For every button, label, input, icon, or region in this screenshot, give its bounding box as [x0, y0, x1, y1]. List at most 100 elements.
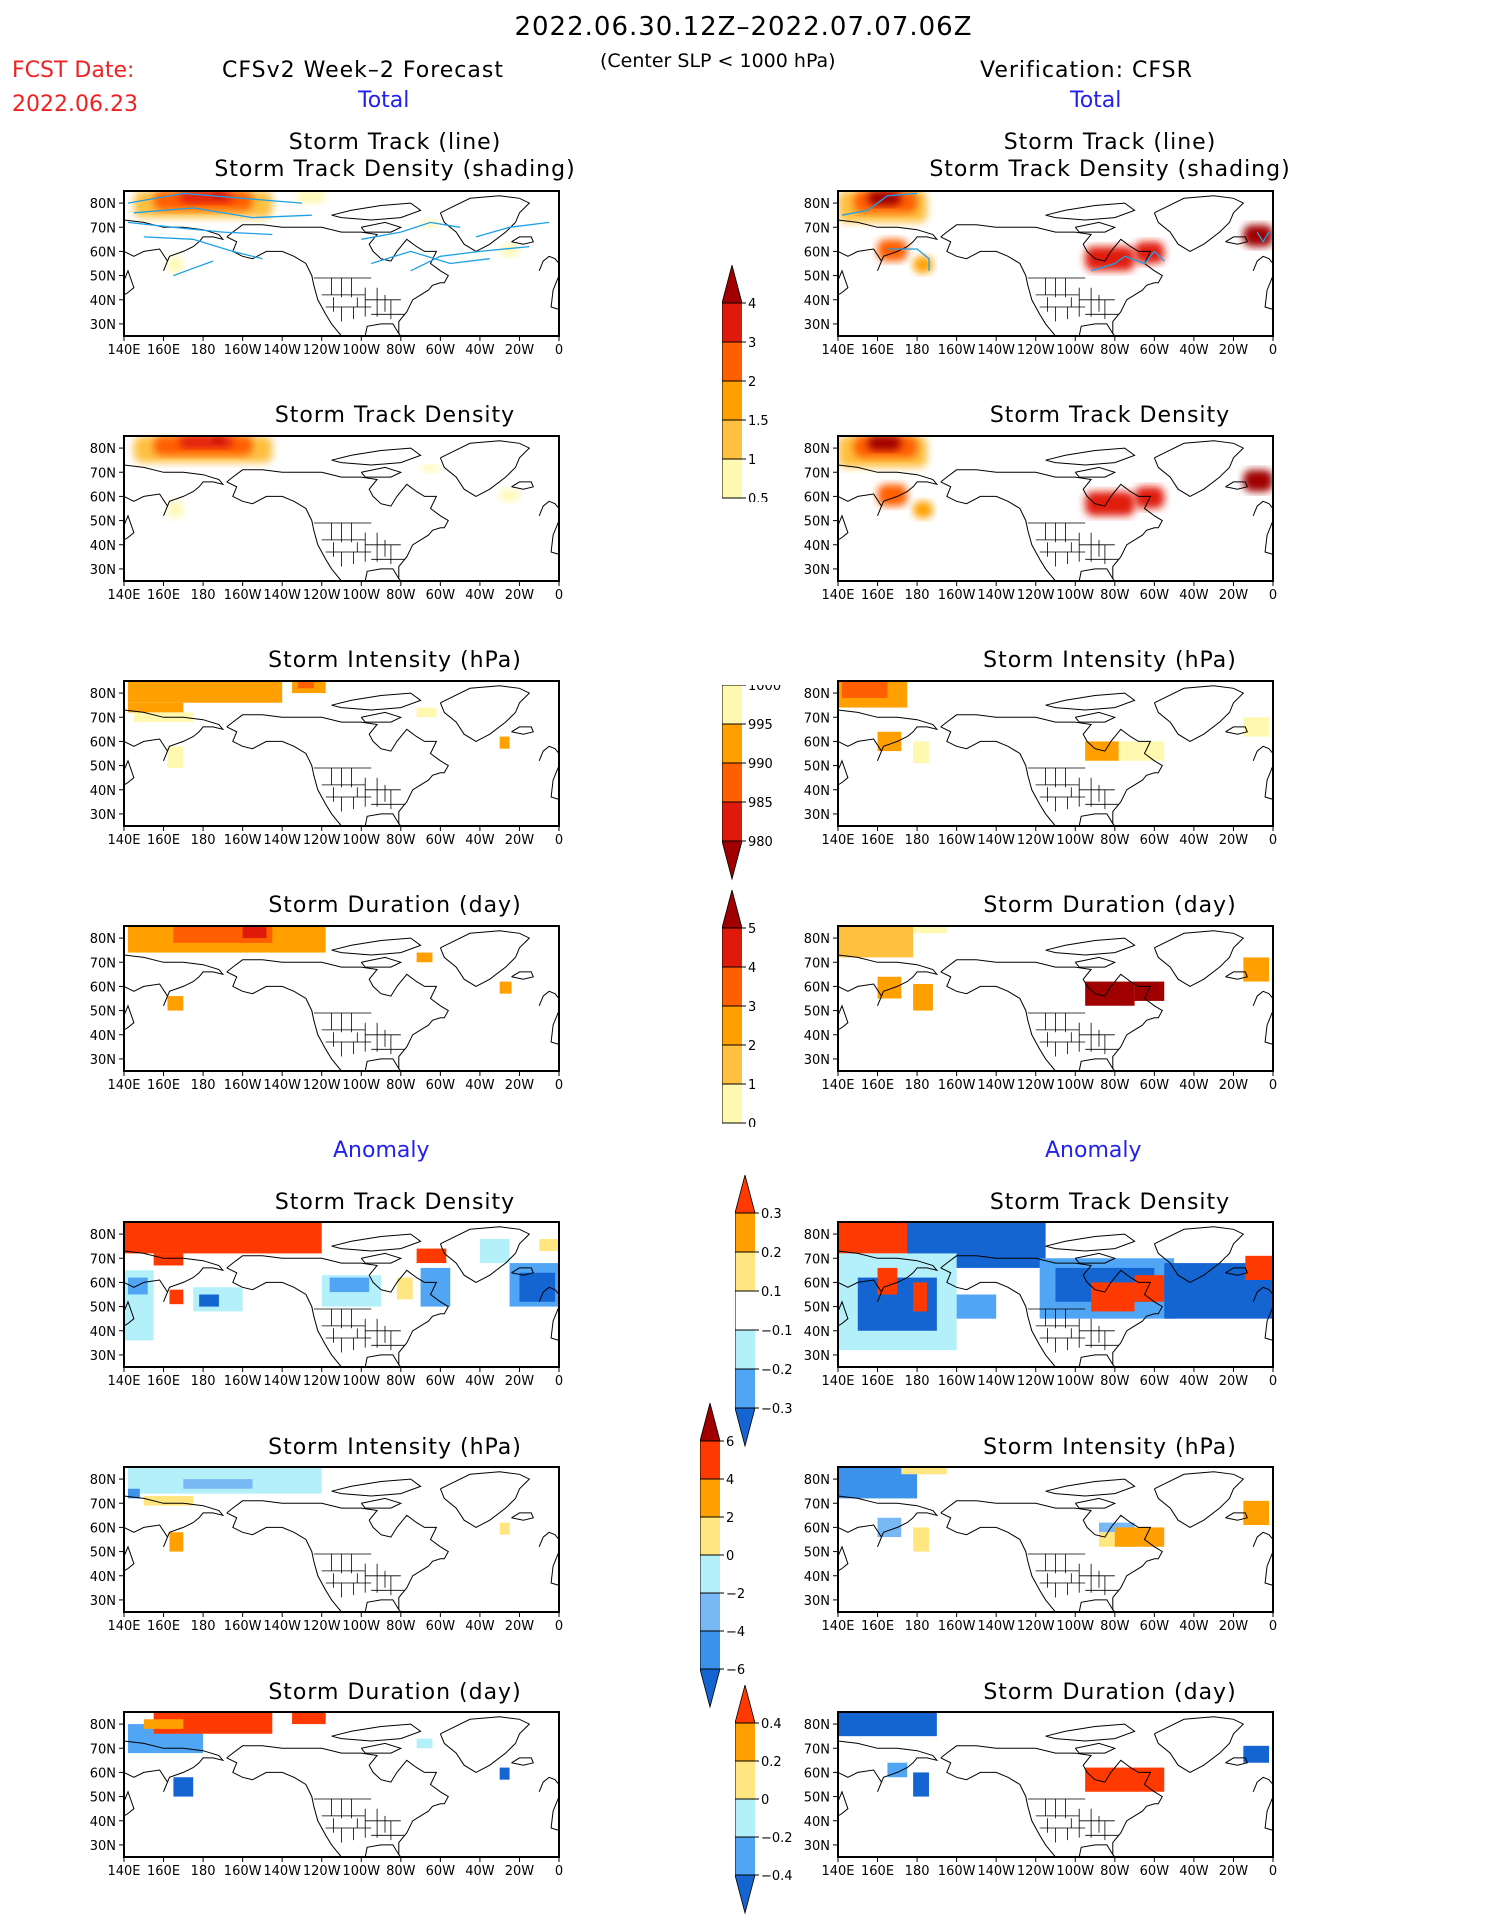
coastline	[123, 1300, 135, 1327]
lon-tick-label: 120W	[1017, 1374, 1055, 1389]
lon-tick-label: 0	[1269, 343, 1277, 358]
lat-tick-label: 30N	[90, 808, 116, 823]
lon-tick-label: 60W	[426, 1078, 456, 1093]
lon-tick-label: 140E	[107, 1078, 140, 1093]
coastline	[940, 1757, 1056, 1858]
coastline	[439, 1226, 531, 1283]
colorbar-segment	[700, 1555, 720, 1593]
lon-tick-label: 100W	[1056, 588, 1094, 603]
lat-tick-label: 70N	[804, 466, 830, 481]
coastline	[439, 1471, 531, 1528]
coastline	[1153, 685, 1245, 742]
lat-tick-label: 40N	[804, 784, 830, 799]
lon-tick-label: 0	[555, 1374, 563, 1389]
coastline	[940, 971, 1056, 1072]
lat-tick-label: 50N	[90, 270, 116, 285]
coastline	[940, 224, 1163, 334]
colorbar-label: 0.5	[748, 492, 769, 502]
coastline	[360, 956, 403, 968]
map-panel-duration-forecast-svg: 80N 70N 60N 50N 40N 30N 140E 160E 180 160W 140W 120…	[90, 925, 563, 1093]
map-frame	[837, 1466, 1274, 1613]
lat-tick-label: 30N	[804, 563, 830, 578]
map-frame	[123, 1466, 560, 1613]
lon-tick-label: 40W	[465, 588, 495, 603]
colorbar-label: 0.4	[761, 1717, 782, 1732]
storm-track-line	[133, 207, 312, 219]
shaded-cell	[877, 239, 908, 262]
lon-tick-label: 140E	[107, 588, 140, 603]
lon-tick-label: 180	[191, 343, 216, 358]
colorbar-arrow-bottom	[721, 840, 743, 881]
shaded-cell	[420, 220, 441, 228]
lon-tick-label: 180	[191, 1078, 216, 1093]
lat-tick-label: 30N	[804, 318, 830, 333]
map-panel-intensity-forecast: 80N 70N 60N 50N 40N 30N 140E 160E 180 160W 140W 120…	[64, 680, 579, 856]
lon-tick-label: 60W	[426, 343, 456, 358]
lon-tick-label: 160W	[938, 833, 976, 848]
shaded-cell	[124, 1222, 322, 1254]
colorbar-label: 0.1	[761, 1285, 782, 1300]
coastline	[940, 1267, 1056, 1368]
shaded-cell	[173, 1777, 194, 1797]
shaded-cell	[127, 1488, 140, 1499]
lat-tick-label: 60N	[90, 980, 116, 995]
colorbar-label: 4	[748, 961, 756, 976]
coastline	[1074, 1742, 1117, 1754]
lon-tick-label: 80W	[386, 343, 416, 358]
total-label-right: Total	[1070, 88, 1122, 113]
panel-title-density-anom-left: Storm Track Density	[274, 1190, 516, 1215]
coastline	[837, 1545, 849, 1572]
colorbar-segment	[722, 685, 742, 724]
lon-tick-label: 60W	[1140, 1619, 1170, 1634]
lon-tick-label: 0	[555, 1619, 563, 1634]
coastline	[1252, 255, 1274, 310]
coastline	[226, 714, 449, 824]
colorbar-segment	[722, 1006, 742, 1045]
lon-tick-label: 60W	[1140, 1864, 1170, 1879]
shaded-cell	[901, 1467, 947, 1475]
lon-tick-label: 160W	[224, 1374, 262, 1389]
map-frame	[837, 1221, 1274, 1368]
colorbar-label: 2	[748, 1039, 756, 1054]
map-panel-intensity-anom-verification: 80N 70N 60N 50N 40N 30N 140E 160E 180 160W 140W 120…	[778, 1466, 1293, 1642]
lat-tick-label: 80N	[804, 687, 830, 702]
lon-tick-label: 0	[1269, 833, 1277, 848]
colorbar-intensity-anomaly: 6 4 2 0 −2 −4 −6	[699, 1401, 770, 1715]
coastline	[837, 464, 939, 516]
lon-tick-label: 40W	[1179, 1619, 1209, 1634]
panel-title-density-anom-right: Storm Track Density	[989, 1190, 1231, 1215]
lon-tick-label: 140W	[263, 1078, 301, 1093]
shaded-cell	[169, 1289, 184, 1305]
coastline	[1078, 1354, 1116, 1368]
colorbar-label: −0.2	[761, 1831, 793, 1846]
lat-tick-label: 70N	[90, 711, 116, 726]
lat-tick-label: 70N	[804, 956, 830, 971]
lat-tick-label: 50N	[804, 270, 830, 285]
lat-tick-label: 70N	[90, 466, 116, 481]
coastline	[226, 971, 342, 1072]
colorbar-arrow-top	[721, 888, 743, 929]
lat-tick-label: 80N	[90, 1718, 116, 1733]
colorbar-duration-anomaly-svg: 0.4 0.2 0 −0.2 −0.4	[734, 1683, 793, 1915]
anomaly-label-right: Anomaly	[1045, 1138, 1142, 1163]
lon-tick-label: 60W	[426, 1619, 456, 1634]
lat-tick-label: 30N	[90, 563, 116, 578]
coastline	[123, 1495, 225, 1547]
coastline	[360, 1742, 403, 1754]
right-source-label: Verification: CFSR	[980, 58, 1193, 83]
shaded-cell	[499, 1767, 510, 1780]
coastline	[940, 1512, 1056, 1613]
lon-tick-label: 80W	[1100, 1374, 1130, 1389]
lon-tick-label: 0	[1269, 1864, 1277, 1879]
lon-tick-label: 40W	[465, 1078, 495, 1093]
coastline	[1225, 236, 1248, 245]
coastline	[360, 1497, 403, 1509]
colorbar-arrow-top	[699, 1401, 721, 1442]
colorbar-label: 3	[748, 336, 756, 351]
lon-tick-label: 80W	[1100, 1864, 1130, 1879]
coastline	[940, 481, 1056, 582]
lat-tick-label: 70N	[804, 711, 830, 726]
shaded-cell	[1134, 981, 1165, 1001]
coastline	[940, 469, 1163, 579]
coastline	[1074, 711, 1117, 723]
